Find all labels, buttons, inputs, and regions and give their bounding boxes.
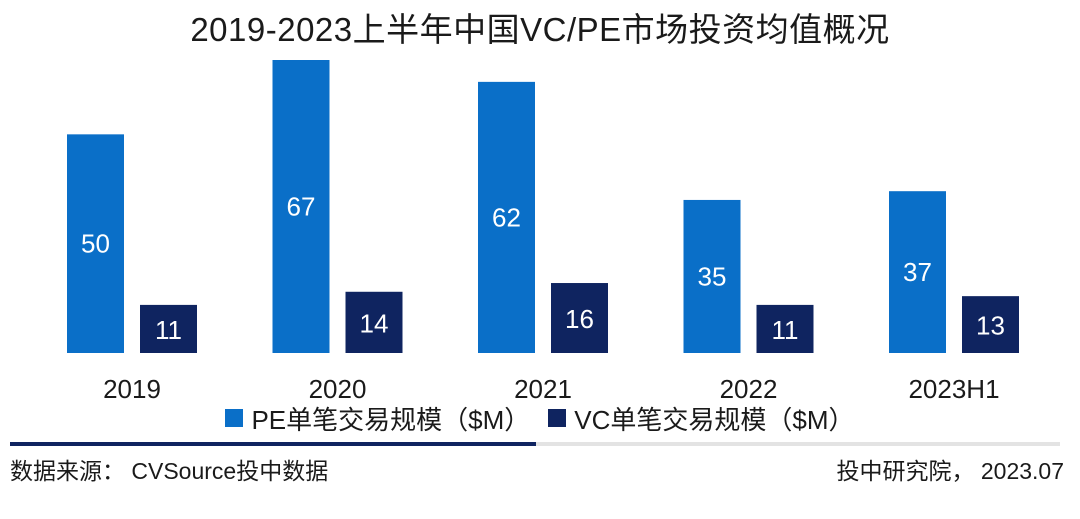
bar-chart: 50 11 2019 67 14 2020 62 16 2021 35 11 2022 37 13 2023… — [67, 60, 1019, 400]
bar-vc-2019 — [140, 304, 197, 353]
legend-label-vc: VC单笔交易规模（$M） — [574, 404, 855, 435]
bar-pe-2020 — [272, 60, 330, 353]
data-label-vc-2021: 16 — [565, 304, 594, 334]
bar-vc-2020 — [345, 291, 403, 353]
legend-label-pe: PE单笔交易规模（$M） — [251, 404, 531, 435]
legend-swatch-pe — [225, 409, 244, 427]
data-label-pe-2023H1: 37 — [903, 257, 932, 287]
x-tick-label-2022: 2022 — [720, 374, 778, 400]
data-label-vc-2022: 11 — [772, 315, 799, 345]
data-label-vc-2023H1: 13 — [976, 311, 1005, 341]
x-tick-label-2021: 2021 — [514, 374, 572, 400]
data-label-pe-2019: 50 — [81, 229, 110, 259]
bar-pe-2023H1 — [889, 191, 946, 353]
x-tick-label-2019: 2019 — [103, 374, 161, 400]
data-label-vc-2020: 14 — [360, 308, 389, 338]
footer-divider-dark — [10, 442, 536, 446]
bar-vc-2021 — [551, 283, 608, 353]
legend-item-pe: PE单笔交易规模（$M） — [225, 400, 530, 437]
data-label-pe-2021: 62 — [492, 202, 521, 232]
data-label-pe-2020: 67 — [287, 192, 316, 222]
x-tick-label-2020: 2020 — [309, 374, 367, 400]
x-tick-label-2023H1: 2023H1 — [908, 374, 999, 400]
legend-swatch-vc — [548, 409, 567, 427]
bar-vc-2023H1 — [962, 296, 1019, 353]
bar-vc-2022 — [756, 304, 814, 353]
credit-note: 投中研究院， 2023.07 — [836, 458, 1064, 484]
data-label-vc-2019: 11 — [155, 315, 182, 345]
bar-pe-2021 — [478, 81, 535, 354]
data-label-pe-2022: 35 — [698, 261, 727, 291]
legend: PE单笔交易规模（$M） VC单笔交易规模（$M） — [0, 400, 1080, 436]
source-note: 数据来源： CVSource投中数据 — [10, 458, 329, 484]
legend-item-vc: VC单笔交易规模（$M） — [548, 400, 855, 437]
footer-divider-light — [536, 442, 1060, 446]
bar-pe-2022 — [683, 199, 741, 353]
bar-pe-2019 — [67, 134, 124, 353]
chart-title: 2019-2023上半年中国VC/PE市场投资均值概况 — [190, 11, 890, 48]
